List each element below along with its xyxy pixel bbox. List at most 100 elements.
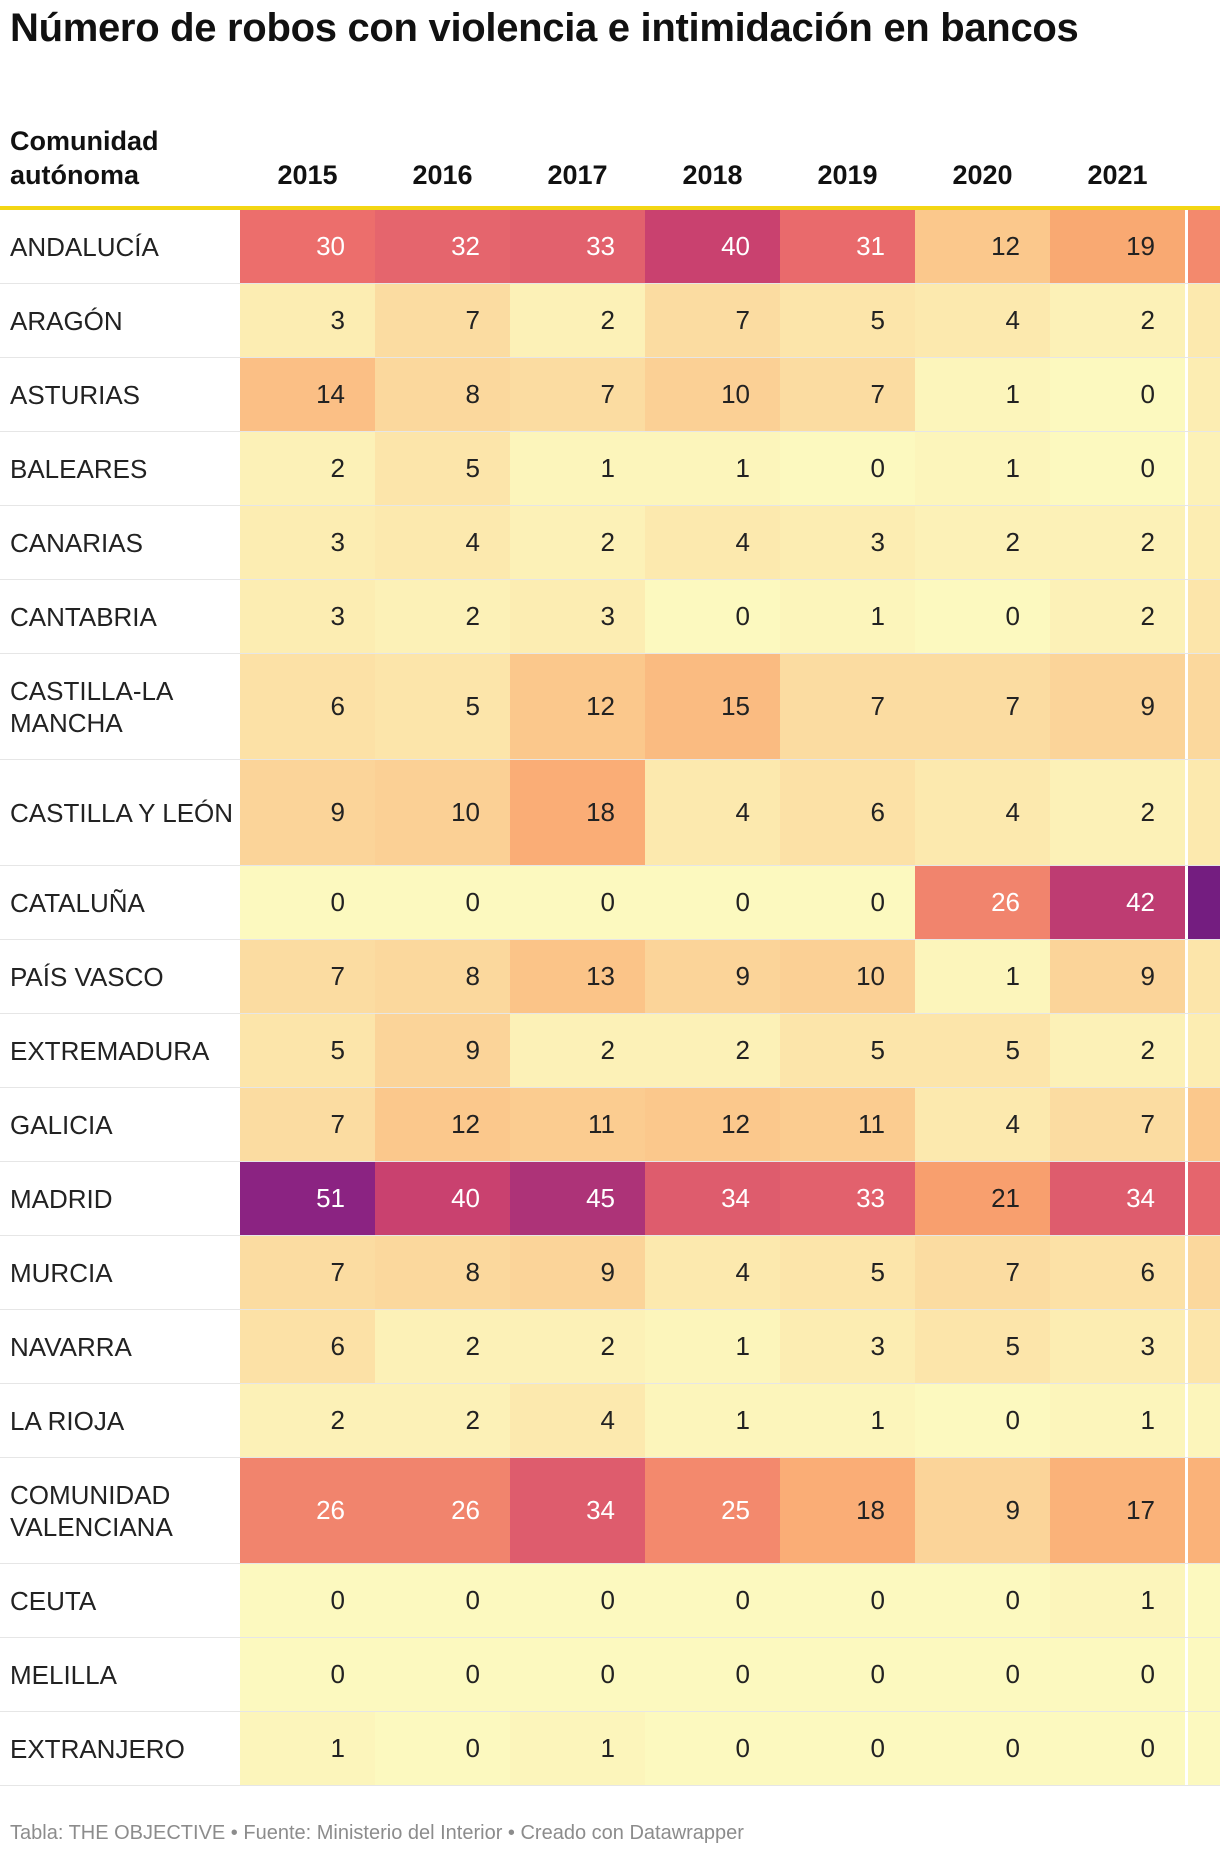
heatmap-cell: 40 <box>375 1162 510 1235</box>
heatmap-cell: 8 <box>375 358 510 431</box>
heatmap-cell: 0 <box>645 866 780 939</box>
heatmap-cell: 2 <box>510 284 645 357</box>
heatmap-cell: 5 <box>915 1310 1050 1383</box>
row-header-label: Comunidad autónoma <box>10 126 159 190</box>
heatmap-cell: 1 <box>645 1384 780 1457</box>
partial-column-cell <box>1188 432 1220 505</box>
heatmap-cell: 8 <box>375 1236 510 1309</box>
table-row: NAVARRA 6 2 2 1 3 5 3 <box>0 1310 1220 1384</box>
heatmap-cell: 1 <box>1050 1384 1185 1457</box>
table-row: ASTURIAS 14 8 7 10 7 1 0 <box>0 358 1220 432</box>
column-header-2016: 2016 <box>412 160 473 190</box>
heatmap-cell: 0 <box>645 1712 780 1785</box>
row-label: BALEARES <box>10 453 148 484</box>
row-label: CANTABRIA <box>10 601 157 632</box>
heatmap-cell: 2 <box>240 432 375 505</box>
heatmap-cell: 6 <box>780 760 915 865</box>
heatmap-cell: 2 <box>510 506 645 579</box>
row-label: PAÍS VASCO <box>10 961 164 992</box>
heatmap-cell: 0 <box>375 1712 510 1785</box>
heatmap-cell: 2 <box>510 1014 645 1087</box>
column-header-2015: 2015 <box>277 160 338 190</box>
partial-column-cell <box>1188 1712 1220 1785</box>
heatmap-cell: 3 <box>240 284 375 357</box>
heatmap-cell: 0 <box>780 866 915 939</box>
table-row: CASTILLA Y LEÓN 9 10 18 4 6 4 2 <box>0 760 1220 866</box>
heatmap-cell: 2 <box>375 1310 510 1383</box>
heatmap-cell: 0 <box>240 866 375 939</box>
data-table: Comunidad autónoma 2015 2016 2017 2018 2019 2… <box>0 114 1220 1786</box>
heatmap-cell: 7 <box>645 284 780 357</box>
heatmap-cell: 34 <box>510 1458 645 1563</box>
partial-column-cell <box>1188 1384 1220 1457</box>
table-row: PAÍS VASCO 7 8 13 9 10 1 9 <box>0 940 1220 1014</box>
partial-column-cell <box>1188 654 1220 759</box>
heatmap-cell: 7 <box>780 358 915 431</box>
heatmap-cell: 0 <box>375 1564 510 1637</box>
table-row: CATALUÑA 0 0 0 0 0 26 42 <box>0 866 1220 940</box>
heatmap-cell: 0 <box>1050 1638 1185 1711</box>
heatmap-cell: 4 <box>915 284 1050 357</box>
heatmap-cell: 18 <box>780 1458 915 1563</box>
heatmap-cell: 2 <box>240 1384 375 1457</box>
heatmap-cell: 7 <box>240 1236 375 1309</box>
heatmap-cell: 0 <box>510 1564 645 1637</box>
heatmap-cell: 0 <box>915 580 1050 653</box>
heatmap-cell: 0 <box>375 866 510 939</box>
table-row: ARAGÓN 3 7 2 7 5 4 2 <box>0 284 1220 358</box>
row-label: ARAGÓN <box>10 305 123 336</box>
heatmap-cell: 33 <box>780 1162 915 1235</box>
heatmap-cell: 10 <box>645 358 780 431</box>
heatmap-cell: 0 <box>645 1638 780 1711</box>
heatmap-cell: 45 <box>510 1162 645 1235</box>
heatmap-cell: 2 <box>1050 580 1185 653</box>
partial-column-cell <box>1188 284 1220 357</box>
heatmap-cell: 2 <box>645 1014 780 1087</box>
heatmap-cell: 6 <box>240 1310 375 1383</box>
partial-column-cell <box>1188 210 1220 283</box>
heatmap-cell: 0 <box>1050 1712 1185 1785</box>
heatmap-cell: 9 <box>1050 654 1185 759</box>
column-header-2019: 2019 <box>817 160 878 190</box>
table-header: Comunidad autónoma 2015 2016 2017 2018 2019 2… <box>0 114 1220 210</box>
partial-column-cell <box>1188 1014 1220 1087</box>
table-body: ANDALUCÍA 30 32 33 40 31 12 19 ARAGÓN 3 7 2 7 5 4 2 ASTU… <box>0 210 1220 1786</box>
heatmap-cell: 0 <box>510 866 645 939</box>
heatmap-cell: 5 <box>375 654 510 759</box>
partial-column-cell <box>1188 506 1220 579</box>
heatmap-cell: 0 <box>1050 432 1185 505</box>
heatmap-cell: 7 <box>510 358 645 431</box>
table-row: GALICIA 7 12 11 12 11 4 7 <box>0 1088 1220 1162</box>
heatmap-cell: 12 <box>915 210 1050 283</box>
heatmap-cell: 2 <box>1050 1014 1185 1087</box>
row-label: CATALUÑA <box>10 887 145 918</box>
row-label: MURCIA <box>10 1257 113 1288</box>
partial-column-cell <box>1188 866 1220 939</box>
heatmap-cell: 1 <box>915 940 1050 1013</box>
source-footer: Tabla: THE OBJECTIVE • Fuente: Ministeri… <box>10 1822 744 1844</box>
heatmap-cell: 25 <box>645 1458 780 1563</box>
row-label: LA RIOJA <box>10 1405 125 1436</box>
heatmap-cell: 1 <box>1050 1564 1185 1637</box>
column-header-2021: 2021 <box>1087 160 1148 190</box>
table-row: MADRID 51 40 45 34 33 21 34 <box>0 1162 1220 1236</box>
heatmap-cell: 12 <box>645 1088 780 1161</box>
partial-column-cell <box>1188 580 1220 653</box>
table-row: EXTREMADURA 5 9 2 2 5 5 2 <box>0 1014 1220 1088</box>
heatmap-cell: 2 <box>915 506 1050 579</box>
heatmap-cell: 12 <box>510 654 645 759</box>
row-label: CANARIAS <box>10 527 143 558</box>
heatmap-cell: 3 <box>780 506 915 579</box>
partial-column-cell <box>1188 1458 1220 1563</box>
heatmap-cell: 34 <box>1050 1162 1185 1235</box>
partial-column-cell <box>1188 1162 1220 1235</box>
column-header-2018: 2018 <box>682 160 743 190</box>
heatmap-cell: 0 <box>915 1384 1050 1457</box>
heatmap-cell: 8 <box>375 940 510 1013</box>
heatmap-cell: 2 <box>1050 760 1185 865</box>
row-label: CASTILLA Y LEÓN <box>10 797 234 828</box>
heatmap-cell: 0 <box>915 1712 1050 1785</box>
heatmap-cell: 1 <box>510 432 645 505</box>
row-label: COMUNIDAD VALENCIANA <box>10 1479 173 1542</box>
heatmap-cell: 5 <box>780 1236 915 1309</box>
